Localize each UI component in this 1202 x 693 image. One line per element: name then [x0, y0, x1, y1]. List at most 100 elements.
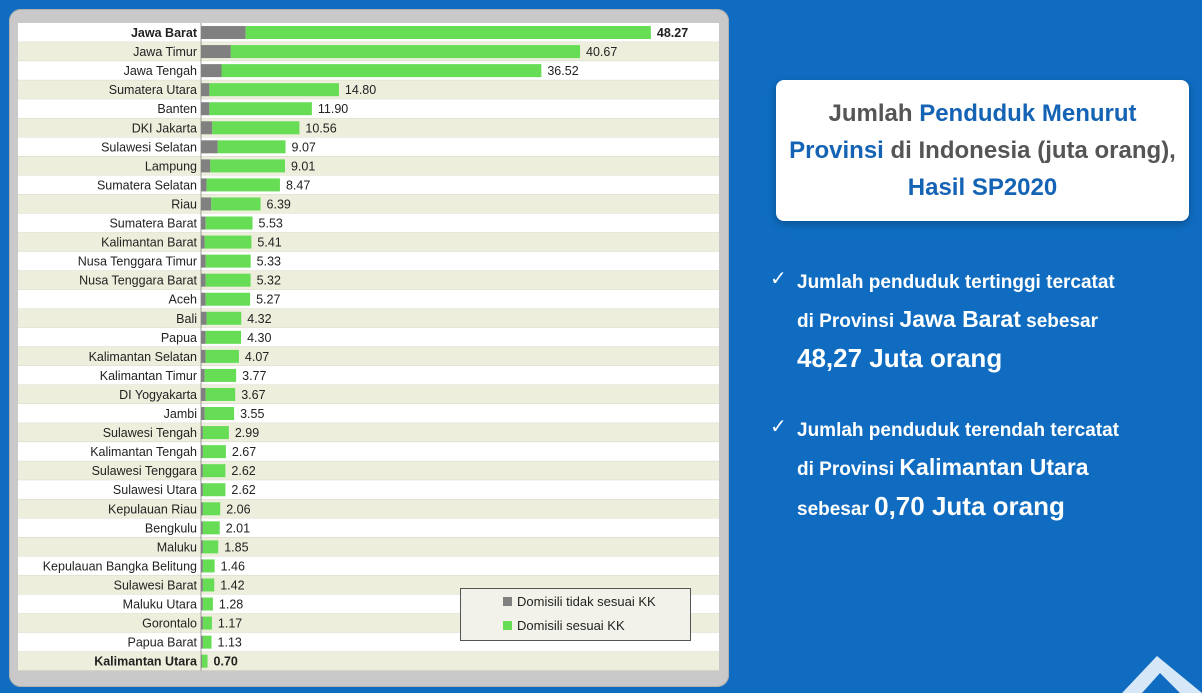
category-label: Maluku: [157, 540, 197, 554]
row-stripe: [18, 251, 719, 271]
category-label: Sumatera Utara: [109, 83, 197, 97]
bar-segment-tidak-sesuai: [201, 121, 213, 135]
data-label: 0.70: [214, 655, 238, 669]
category-label: Jambi: [164, 407, 197, 421]
bar-segment-tidak-sesuai: [201, 140, 218, 154]
bullet-text: Jawa Barat: [899, 306, 1021, 332]
bar-segment-sesuai: [202, 540, 219, 554]
chart-legend: Domisili tidak sesuai KK Domisili sesuai…: [460, 588, 691, 641]
bar-segment-sesuai: [221, 64, 542, 78]
bar-segment-tidak-sesuai: [201, 426, 203, 440]
row-stripe: [18, 537, 719, 557]
category-label: Sulawesi Utara: [113, 483, 197, 497]
bar-segment-sesuai: [205, 330, 242, 344]
category-label: Kepulauan Riau: [108, 502, 197, 516]
row-stripe: [18, 99, 719, 119]
bullet-text: di Provinsi: [797, 459, 900, 480]
row-stripe: [18, 423, 719, 443]
bar-segment-tidak-sesuai: [201, 330, 206, 344]
bar-segment-sesuai: [204, 235, 252, 249]
bar-segment-tidak-sesuai: [201, 159, 211, 173]
title-part: Hasil SP2020: [907, 174, 1058, 201]
data-label: 8.47: [286, 178, 310, 192]
row-stripe: [18, 461, 719, 481]
category-label: Lampung: [145, 159, 197, 173]
data-label: 48.27: [657, 26, 688, 40]
bullet-value: 48,27 Juta orang: [797, 343, 1003, 373]
bar-segment-sesuai: [202, 521, 220, 535]
bar-chart: Jawa Barat 48.27 Jawa Timur 40.67 Jawa Tenga…: [18, 23, 719, 672]
bar-segment-sesuai: [205, 349, 239, 363]
row-stripe: [18, 346, 719, 366]
data-label: 2.99: [235, 426, 259, 440]
bar-segment-tidak-sesuai: [201, 464, 203, 478]
bar-segment-tidak-sesuai: [201, 559, 203, 573]
bar-segment-sesuai: [202, 559, 215, 573]
title-part: Provinsi: [789, 137, 884, 164]
category-label: Aceh: [169, 293, 198, 307]
check-icon: ✓: [770, 268, 787, 290]
bar-segment-tidak-sesuai: [201, 64, 222, 78]
bar-segment-tidak-sesuai: [201, 216, 206, 230]
category-label: Nusa Tenggara Barat: [79, 274, 197, 288]
category-label: DKI Jakarta: [132, 121, 197, 135]
data-label: 2.67: [232, 445, 256, 459]
bar-segment-tidak-sesuai: [201, 407, 205, 421]
title-part: di Indonesia (juta orang),: [883, 137, 1176, 164]
bar-segment-sesuai: [204, 368, 237, 382]
category-label: Jawa Barat: [131, 26, 198, 40]
bar-segment-sesuai: [202, 578, 215, 592]
category-label: Kalimantan Selatan: [89, 350, 197, 364]
data-label: 3.67: [241, 388, 265, 402]
bar-segment-sesuai: [217, 140, 286, 154]
bar-segment-tidak-sesuai: [201, 273, 206, 287]
bar-segment-sesuai: [209, 102, 312, 116]
check-icon: ✓: [770, 416, 787, 438]
bar-segment-tidak-sesuai: [201, 349, 206, 363]
legend-label: Domisili tidak sesuai KK: [517, 594, 656, 609]
category-label: Sulawesi Selatan: [101, 140, 197, 154]
bullet-text: sebesar: [797, 499, 875, 520]
bar-segment-tidak-sesuai: [201, 635, 203, 649]
row-stripe: [18, 213, 719, 233]
bar-segment-sesuai: [206, 311, 242, 325]
data-label: 5.53: [259, 217, 283, 231]
data-label: 1.85: [224, 540, 248, 554]
bar-segment-sesuai: [211, 197, 261, 211]
legend-label: Domisili sesuai KK: [517, 618, 625, 633]
category-label: DI Yogyakarta: [119, 388, 197, 402]
row-stripe: [18, 518, 719, 538]
title-part: Jumlah: [828, 100, 920, 127]
legend-swatch-gray: [503, 597, 512, 606]
bar-segment-tidak-sesuai: [201, 387, 206, 401]
bar-segment-tidak-sesuai: [201, 292, 206, 306]
row-stripe: [18, 442, 719, 462]
bar-segment-sesuai: [202, 502, 221, 516]
data-label: 3.55: [240, 407, 264, 421]
bar-segment-sesuai: [205, 273, 251, 287]
bar-segment-tidak-sesuai: [201, 178, 207, 192]
chart-title: Jumlah Penduduk Menurut Provinsi di Indo…: [783, 95, 1183, 206]
data-label: 2.62: [231, 483, 255, 497]
data-label: 1.28: [219, 598, 243, 612]
row-stripe: [18, 289, 719, 309]
bullet-lowest: ✓ Jumlah penduduk terendah tercatat di P…: [770, 412, 1195, 528]
category-label: Maluku Utara: [123, 598, 197, 612]
category-label: Bali: [176, 312, 197, 326]
legend-item-domisili-sesuai: Domisili sesuai KK: [503, 618, 625, 633]
row-stripe: [18, 270, 719, 290]
bar-segment-sesuai: [205, 216, 253, 230]
corner-logo-decoration: [1102, 651, 1202, 693]
logo-shape-icon: [1122, 656, 1202, 693]
category-label: Jawa Tengah: [124, 64, 197, 78]
data-label: 2.06: [226, 502, 250, 516]
category-label: Gorontalo: [142, 617, 197, 631]
bar-segment-sesuai: [202, 445, 226, 459]
category-label: Riau: [171, 197, 197, 211]
data-label: 5.27: [256, 293, 280, 307]
row-stripe: [18, 480, 719, 500]
data-label: 36.52: [547, 64, 578, 78]
data-label: 1.13: [218, 636, 242, 650]
row-stripe: [18, 156, 719, 176]
row-stripe: [18, 194, 719, 214]
